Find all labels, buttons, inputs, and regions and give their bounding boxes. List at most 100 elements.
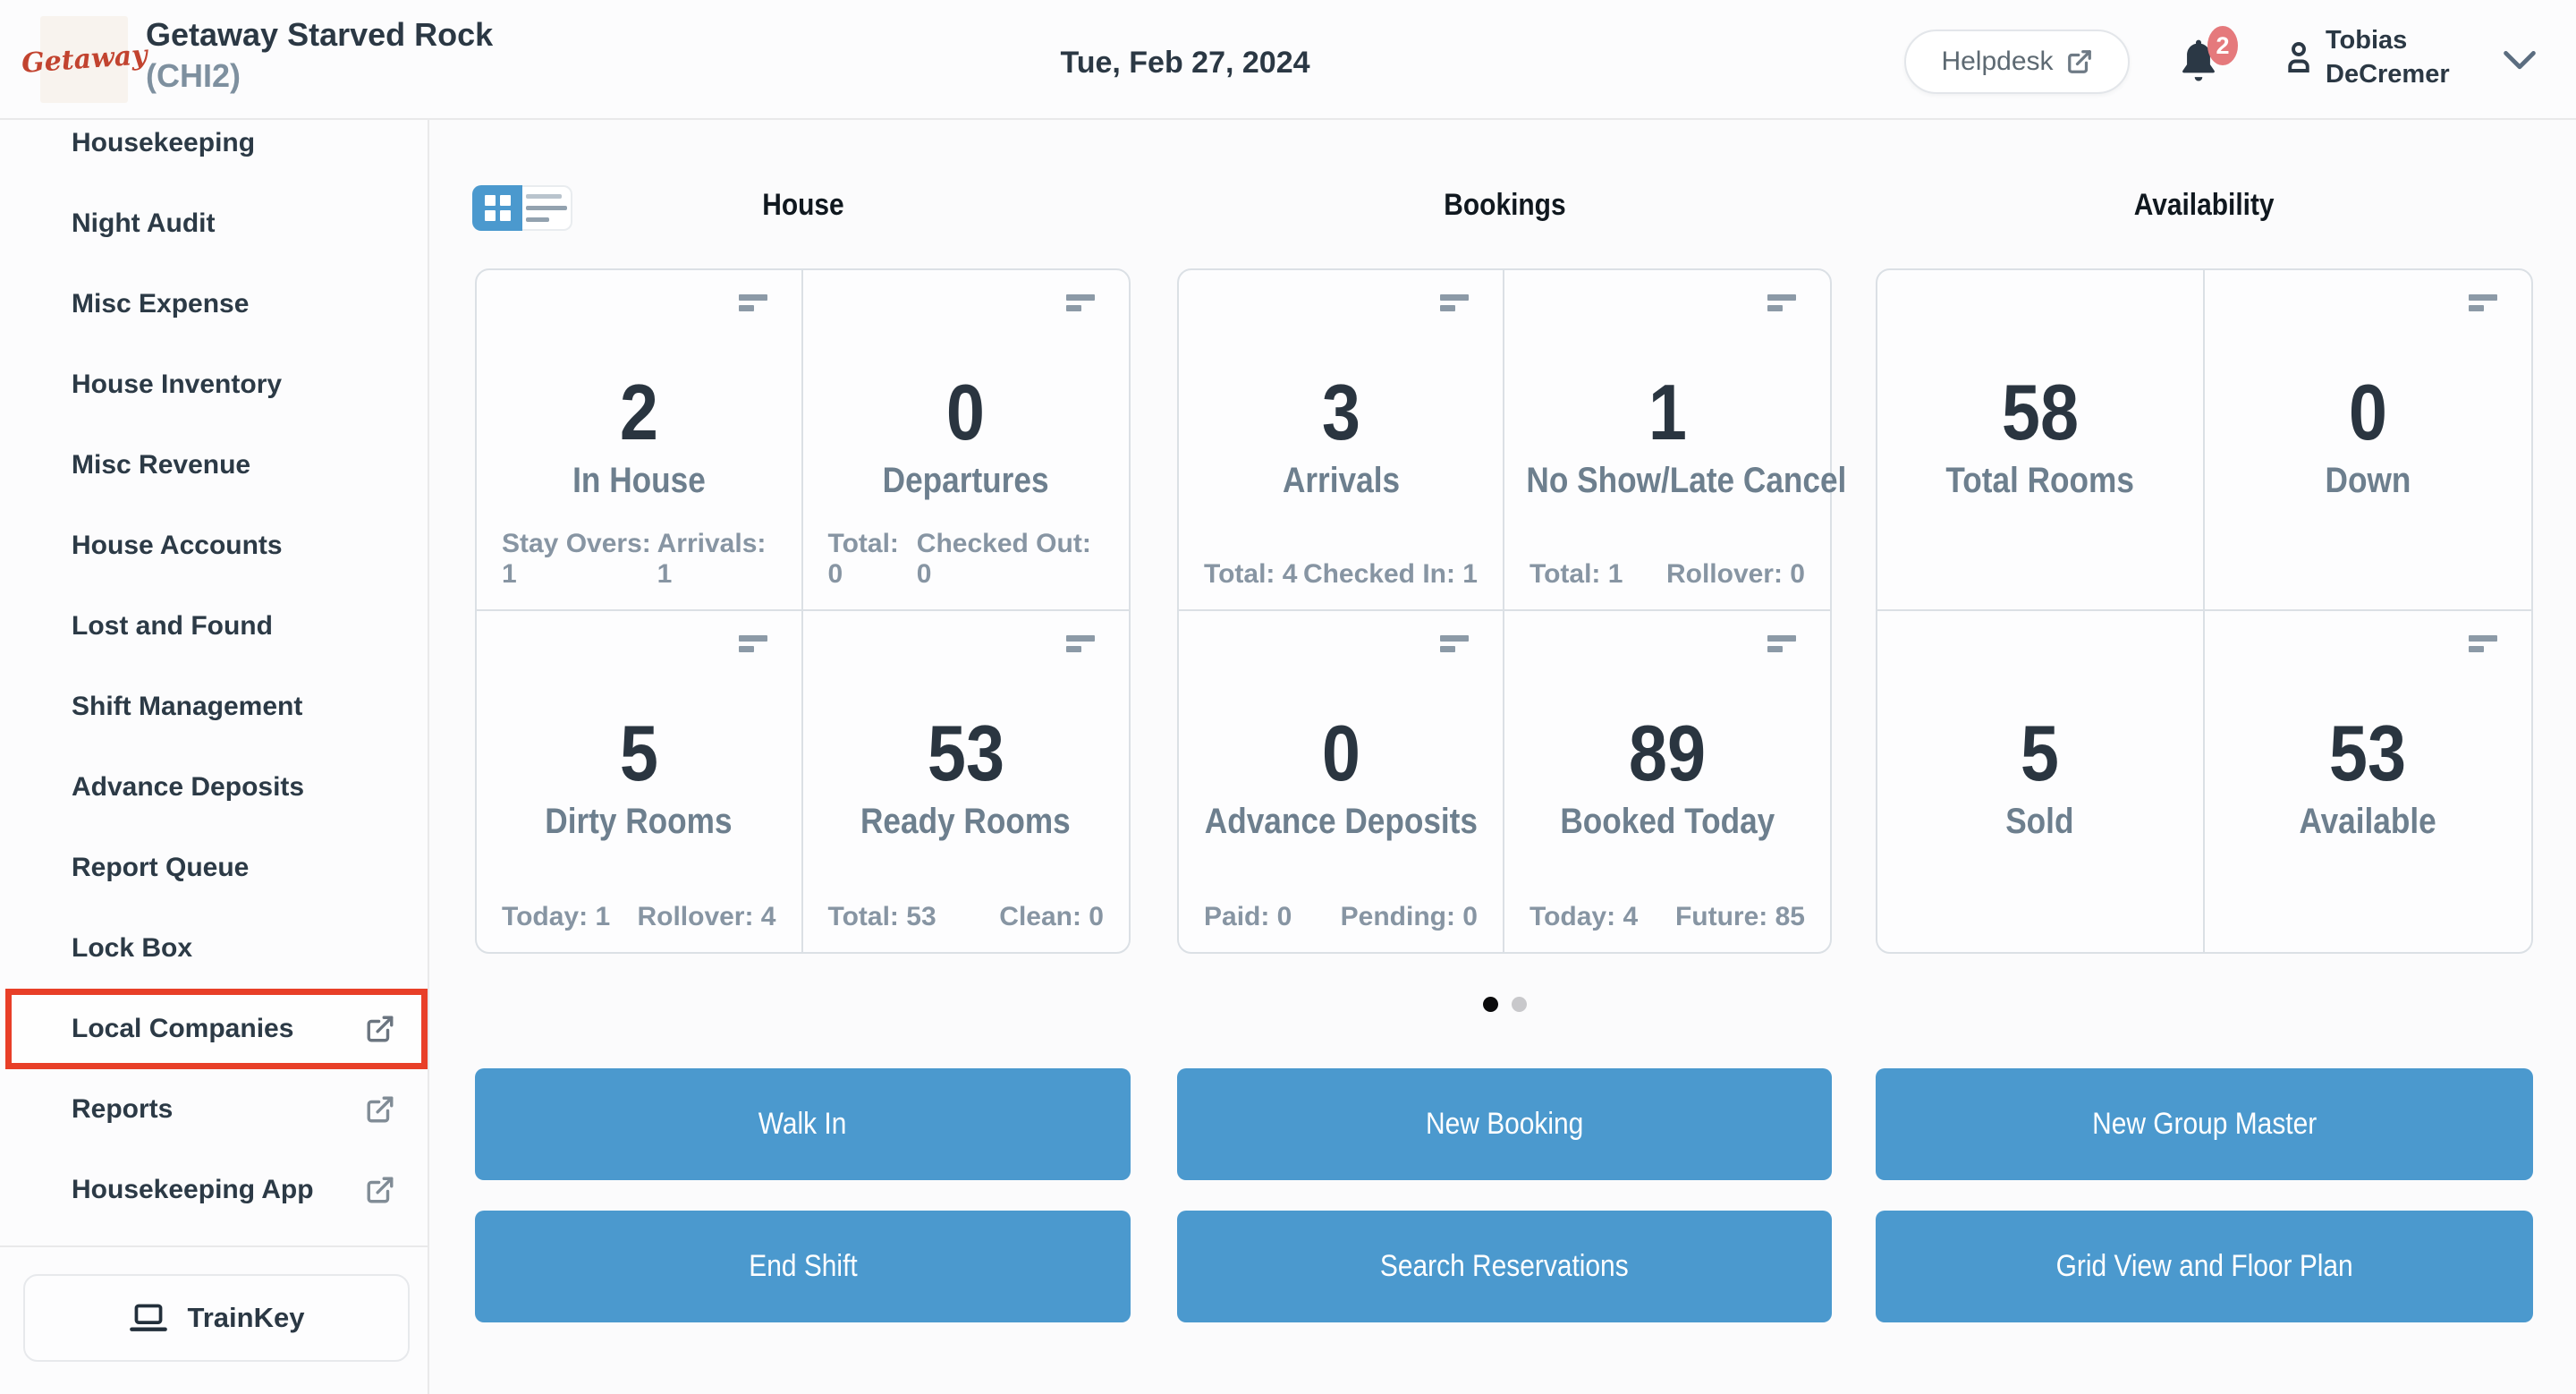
stat-card-booked-today: 89 Booked Today Today: 4 Future: 85 — [1504, 611, 1830, 952]
card-menu-icon[interactable] — [1066, 294, 1095, 311]
substat-right: Rollover: 4 — [637, 902, 776, 931]
external-link-icon — [365, 1175, 395, 1205]
external-link-icon — [365, 1014, 395, 1044]
sidebar-item-misc-revenue[interactable]: Misc Revenue — [0, 425, 428, 506]
notification-badge: 2 — [2207, 26, 2238, 65]
stat-value: 3 — [1321, 368, 1360, 456]
sidebar-item-lock-box[interactable]: Lock Box — [0, 908, 428, 989]
sidebar-item-house-inventory[interactable]: House Inventory — [0, 344, 428, 425]
stat-label: Down — [2325, 461, 2411, 500]
stat-value: 53 — [2329, 709, 2407, 797]
search-reservations-button[interactable]: Search Reservations — [1177, 1211, 1832, 1322]
sidebar-nav-list: Housekeeping Night Audit Misc Expense Ho… — [0, 120, 428, 1230]
list-view-button[interactable] — [522, 185, 572, 231]
sidebar-item-label: Housekeeping App — [72, 1175, 314, 1204]
stat-card-no-show-late-cancel: 1 No Show/Late Cancel Total: 1 Rollover:… — [1504, 270, 1846, 611]
sidebar-item-advance-deposits[interactable]: Advance Deposits — [0, 747, 428, 828]
stat-substats: Stay Overs: 1 Arrivals: 1 — [502, 529, 776, 590]
substat-right: Future: 85 — [1674, 902, 1805, 931]
user-name: Tobias DeCremer — [2326, 23, 2450, 91]
stat-label: Available — [2299, 802, 2436, 841]
sidebar-item-label: Misc Revenue — [72, 450, 251, 480]
substat-left: Today: 1 — [502, 902, 611, 931]
stat-label: Dirty Rooms — [545, 802, 733, 841]
substat-right: Pending: 0 — [1340, 902, 1478, 931]
stat-label: Total Rooms — [1945, 461, 2135, 500]
grid-view-button[interactable] — [472, 185, 522, 231]
stat-card-available: 53 Available — [2205, 611, 2532, 952]
sidebar-item-housekeeping-app[interactable]: Housekeeping App — [0, 1150, 428, 1230]
notifications-button[interactable]: 2 — [2175, 26, 2247, 100]
stat-label: In House — [572, 461, 706, 500]
trainkey-button[interactable]: TrainKey — [23, 1274, 410, 1362]
user-menu[interactable]: Tobias DeCremer — [2283, 23, 2450, 91]
walk-in-button[interactable]: Walk In — [475, 1068, 1131, 1180]
substat-right: Rollover: 0 — [1665, 559, 1805, 589]
section-title-house: House — [761, 188, 844, 222]
card-menu-icon[interactable] — [1440, 635, 1469, 652]
new-group-master-button[interactable]: New Group Master — [1876, 1068, 2533, 1180]
stat-substats: Today: 1 Rollover: 4 — [502, 902, 776, 932]
sidebar-item-label: Lost and Found — [72, 611, 273, 641]
stat-value: 1 — [1648, 368, 1687, 456]
substat-right: Checked In: 1 — [1302, 559, 1478, 589]
pagination-dot-active[interactable] — [1482, 997, 1498, 1012]
sidebar-item-report-queue[interactable]: Report Queue — [0, 828, 428, 908]
sidebar-item-night-audit[interactable]: Night Audit — [0, 183, 428, 264]
stat-card-arrivals: 3 Arrivals Total: 4 Checked In: 1 — [1179, 270, 1504, 611]
stat-value: 5 — [619, 709, 658, 797]
substat-left: Paid: 0 — [1204, 902, 1292, 931]
card-menu-icon[interactable] — [738, 294, 767, 311]
brand-logo: Getaway — [21, 16, 148, 103]
trainkey-label: TrainKey — [187, 1302, 305, 1333]
sidebar-item-label: Local Companies — [72, 1014, 294, 1043]
stat-substats: Total: 1 Rollover: 0 — [1530, 559, 1805, 590]
stat-substats: Total: 53 Clean: 0 — [828, 902, 1105, 932]
sidebar-item-misc-expense[interactable]: Misc Expense — [0, 264, 428, 344]
sidebar-item-label: Lock Box — [72, 933, 193, 963]
card-menu-icon[interactable] — [738, 635, 767, 652]
external-link-icon — [365, 1094, 395, 1125]
card-menu-icon[interactable] — [2469, 635, 2497, 652]
end-shift-button[interactable]: End Shift — [475, 1211, 1131, 1322]
laptop-icon — [129, 1301, 168, 1335]
card-menu-icon[interactable] — [1767, 294, 1796, 311]
user-menu-chevron[interactable] — [2501, 50, 2538, 72]
sidebar-item-house-accounts[interactable]: House Accounts — [0, 506, 428, 586]
sidebar-item-label: Housekeeping — [72, 128, 256, 157]
helpdesk-label: Helpdesk — [1941, 47, 2054, 76]
stat-card-advance-deposits: 0 Advance Deposits Paid: 0 Pending: 0 — [1179, 611, 1504, 952]
stat-label: Ready Rooms — [860, 802, 1072, 841]
stat-value: 89 — [1628, 709, 1707, 797]
stat-card-down: 0 Down — [2204, 270, 2531, 611]
sidebar-item-label: Advance Deposits — [72, 772, 305, 802]
stat-card-sold: 5 Sold — [1877, 611, 2205, 952]
grid-icon — [484, 195, 511, 221]
grid-view-floor-plan-button[interactable]: Grid View and Floor Plan — [1876, 1211, 2533, 1322]
sidebar-item-local-companies[interactable]: Local Companies — [5, 989, 428, 1069]
helpdesk-button[interactable]: Helpdesk — [1904, 30, 2130, 94]
stat-card-total-rooms: 58 Total Rooms — [1877, 270, 2205, 611]
business-date: Tue, Feb 27, 2024 — [1060, 46, 1310, 80]
sidebar-item-reports[interactable]: Reports — [0, 1069, 428, 1150]
card-menu-icon[interactable] — [1767, 635, 1796, 652]
list-icon — [526, 194, 567, 222]
stat-group-availability: 58 Total Rooms 0 Down 5 Sold 53 Availabl… — [1876, 268, 2533, 954]
stat-card-in-house: 2 In House Stay Overs: 1 Arrivals: 1 — [477, 270, 803, 611]
stat-label: Sold — [2005, 802, 2074, 841]
stat-card-dirty-rooms: 5 Dirty Rooms Today: 1 Rollover: 4 — [477, 611, 803, 952]
card-menu-icon[interactable] — [2469, 294, 2497, 311]
sidebar-item-shift-management[interactable]: Shift Management — [0, 667, 428, 747]
card-menu-icon[interactable] — [1440, 294, 1469, 311]
sidebar-item-housekeeping[interactable]: Housekeeping — [0, 120, 428, 183]
substat-left: Total: 53 — [827, 902, 936, 931]
sidebar-item-lost-and-found[interactable]: Lost and Found — [0, 586, 428, 667]
card-menu-icon[interactable] — [1066, 635, 1095, 652]
substat-right: Arrivals: 1 — [657, 529, 767, 589]
sidebar-item-label: Shift Management — [72, 692, 303, 721]
pagination-dot[interactable] — [1511, 997, 1527, 1012]
new-booking-button[interactable]: New Booking — [1177, 1068, 1832, 1180]
substat-left: Total: 4 — [1204, 559, 1298, 589]
substat-left: Total: 1 — [1530, 559, 1623, 589]
stat-value: 2 — [619, 368, 658, 456]
